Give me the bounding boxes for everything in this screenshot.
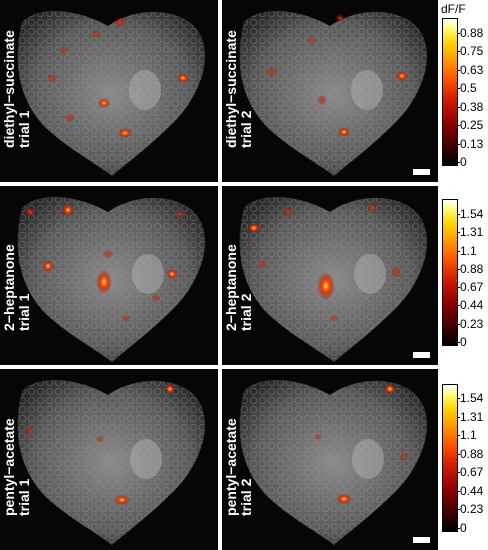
colorbar-tick-mark (457, 472, 460, 474)
colorbar-tick-label: 1.1 (460, 428, 477, 443)
heart-tissue-image (239, 379, 427, 545)
colorbar-tick-mark (457, 287, 460, 289)
image-panel-row3-trial1: pentyl−acetate trial 1 (0, 369, 218, 550)
colorbar-tick-label: 0.44 (460, 483, 484, 498)
colorbar-tick-label: 0.25 (460, 118, 484, 133)
colorbar-tick-mark (457, 398, 460, 399)
colorbar-tick-label: 1.31 (460, 409, 484, 424)
image-panel-row3-trial2: pentyl−acetate trial 2 (222, 369, 438, 550)
colorbar-tick-mark (457, 69, 460, 71)
colorbar-tick-mark (457, 51, 460, 53)
scale-bar (413, 537, 430, 543)
panel-label: diethyl−succinate trial 2 (223, 6, 254, 178)
colorbar-tick-label: 0.13 (460, 136, 484, 151)
heart-tissue-image (17, 379, 205, 545)
colorbar-tick-mark (457, 143, 460, 145)
colorbar-tick-mark (457, 125, 460, 127)
colorbar-tick-mark (457, 106, 460, 108)
odor-label: pentyl−acetate (223, 418, 239, 516)
trial-label: trial 1 (16, 110, 32, 148)
panel-label: diethyl−succinate trial 1 (1, 6, 32, 178)
odor-label: pentyl−acetate (1, 418, 17, 516)
colorbar-tick-mark (457, 509, 460, 511)
heart-tissue-image (239, 196, 427, 362)
colorbar-tick-mark (457, 416, 460, 418)
colorbar-tick-label: 1.54 (460, 207, 484, 221)
colorbar-tick-label: 0.23 (460, 502, 484, 517)
colorbar-tick-mark (457, 162, 460, 163)
scale-bar (413, 352, 430, 358)
colorbar-row1 (442, 18, 458, 166)
colorbar-tick-mark (457, 323, 460, 325)
colorbar-title: dF/F (441, 2, 466, 16)
trial-label: trial 2 (238, 478, 254, 516)
panel-label: pentyl−acetate trial 2 (223, 374, 254, 546)
colorbar-tick-mark (457, 33, 460, 34)
colorbar-tick-label: 0.44 (460, 298, 484, 313)
heart-tissue-image (17, 196, 205, 362)
trial-label: trial 2 (238, 110, 254, 148)
heart-tissue-image (17, 10, 205, 176)
trial-label: trial 2 (238, 293, 254, 331)
image-panel-row1-trial2: diethyl−succinate trial 2 (222, 0, 438, 182)
colorbar-tick-mark (457, 88, 460, 90)
odor-label: diethyl−succinate (223, 30, 239, 148)
odor-label: 2−heptanone (1, 244, 17, 331)
panel-label: 2−heptanone trial 2 (223, 189, 254, 361)
colorbar-tick-label: 0.88 (460, 26, 484, 40)
colorbar-tick-mark (457, 214, 460, 215)
colorbar-tick-label: 0.63 (460, 62, 484, 77)
colorbar-tick-label: 0.75 (460, 44, 484, 59)
image-panel-row1-trial1: diethyl−succinate trial 1 (0, 0, 218, 182)
colorbar-tick-mark (457, 305, 460, 307)
trial-label: trial 1 (16, 293, 32, 331)
colorbar-tick-label: 0.88 (460, 446, 484, 461)
image-panel-row2-trial2: 2−heptanone trial 2 (222, 186, 438, 365)
colorbar-row2 (442, 199, 458, 346)
colorbar-tick-mark (457, 490, 460, 492)
colorbar-tick-label: 0.38 (460, 99, 484, 114)
colorbar-tick-label: 0.5 (460, 81, 477, 96)
colorbar-tick-mark (457, 342, 460, 343)
colorbar-tick-mark (457, 250, 460, 252)
colorbar-tick-mark (457, 453, 460, 455)
image-panel-row2-trial1: 2−heptanone trial 1 (0, 186, 218, 365)
colorbar-tick-label: 0.67 (460, 280, 484, 295)
odor-label: diethyl−succinate (1, 30, 17, 148)
colorbar-tick-mark (457, 232, 460, 234)
colorbar-tick-label: 0 (460, 155, 467, 169)
colorbar-tick-label: 0.88 (460, 261, 484, 276)
colorbar-tick-label: 1.1 (460, 243, 477, 258)
colorbar-tick-mark (457, 435, 460, 437)
colorbar-tick-label: 0 (460, 521, 467, 535)
panel-label: pentyl−acetate trial 1 (1, 374, 32, 546)
scale-bar (413, 169, 430, 175)
panel-label: 2−heptanone trial 1 (1, 189, 32, 361)
odor-label: 2−heptanone (223, 244, 239, 331)
colorbar-tick-label: 1.31 (460, 225, 484, 240)
heart-tissue-image (239, 10, 427, 176)
colorbar-tick-label: 0.23 (460, 316, 484, 331)
colorbar-tick-label: 1.54 (460, 391, 484, 405)
colorbar-row3 (442, 384, 458, 532)
colorbar-tick-label: 0 (460, 335, 467, 349)
trial-label: trial 1 (16, 478, 32, 516)
colorbar-tick-label: 0.67 (460, 465, 484, 480)
colorbar-tick-mark (457, 528, 460, 529)
colorbar-tick-mark (457, 268, 460, 270)
